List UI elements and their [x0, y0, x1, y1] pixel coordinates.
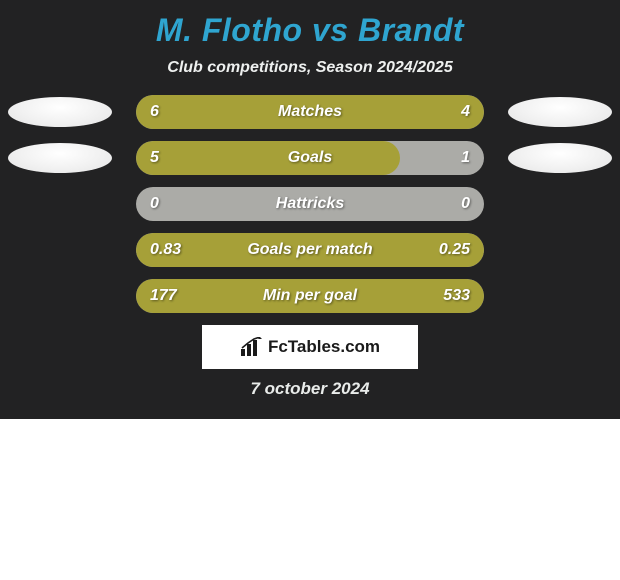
player-marker-right — [508, 97, 612, 127]
stat-bar: 0 Hattricks 0 — [136, 187, 484, 221]
brand-text: FcTables.com — [268, 337, 380, 357]
stats-container: 6 Matches 4 5 Goals 1 0 Hattricks 0 0.83 Goals per… — [0, 95, 620, 313]
stat-label: Goals per match — [247, 241, 372, 259]
stat-value-left: 0.83 — [150, 241, 181, 259]
stat-row: 177 Min per goal 533 — [0, 279, 620, 313]
spacer — [8, 235, 112, 265]
comparison-card: M. Flotho vs Brandt Club competitions, S… — [0, 0, 620, 419]
spacer — [8, 189, 112, 219]
stat-row: 0.83 Goals per match 0.25 — [0, 233, 620, 267]
stat-bar: 5 Goals 1 — [136, 141, 484, 175]
brand-box[interactable]: FcTables.com — [202, 325, 418, 369]
stat-value-right: 4 — [461, 103, 470, 121]
stat-value-left: 177 — [150, 287, 177, 305]
stat-label: Matches — [278, 103, 342, 121]
stat-bar: 177 Min per goal 533 — [136, 279, 484, 313]
stat-value-left: 5 — [150, 149, 159, 167]
stat-label: Min per goal — [263, 287, 357, 305]
spacer — [8, 281, 112, 311]
stat-value-left: 6 — [150, 103, 159, 121]
stat-row: 0 Hattricks 0 — [0, 187, 620, 221]
stat-value-right: 0 — [461, 195, 470, 213]
stat-bar: 0.83 Goals per match 0.25 — [136, 233, 484, 267]
stat-value-right: 1 — [461, 149, 470, 167]
stat-label: Goals — [288, 149, 332, 167]
bar-chart-icon — [240, 337, 264, 357]
date-line: 7 october 2024 — [0, 379, 620, 399]
stat-row: 6 Matches 4 — [0, 95, 620, 129]
subtitle: Club competitions, Season 2024/2025 — [0, 53, 620, 95]
stat-value-right: 0.25 — [439, 241, 470, 259]
player-marker-left — [8, 97, 112, 127]
spacer — [508, 235, 612, 265]
stat-label: Hattricks — [276, 195, 344, 213]
player-marker-left — [8, 143, 112, 173]
stat-bar-fill — [136, 141, 400, 175]
stat-row: 5 Goals 1 — [0, 141, 620, 175]
stat-bar: 6 Matches 4 — [136, 95, 484, 129]
page-title: M. Flotho vs Brandt — [0, 0, 620, 53]
spacer — [508, 189, 612, 219]
spacer — [508, 281, 612, 311]
stat-value-right: 533 — [443, 287, 470, 305]
stat-value-left: 0 — [150, 195, 159, 213]
player-marker-right — [508, 143, 612, 173]
